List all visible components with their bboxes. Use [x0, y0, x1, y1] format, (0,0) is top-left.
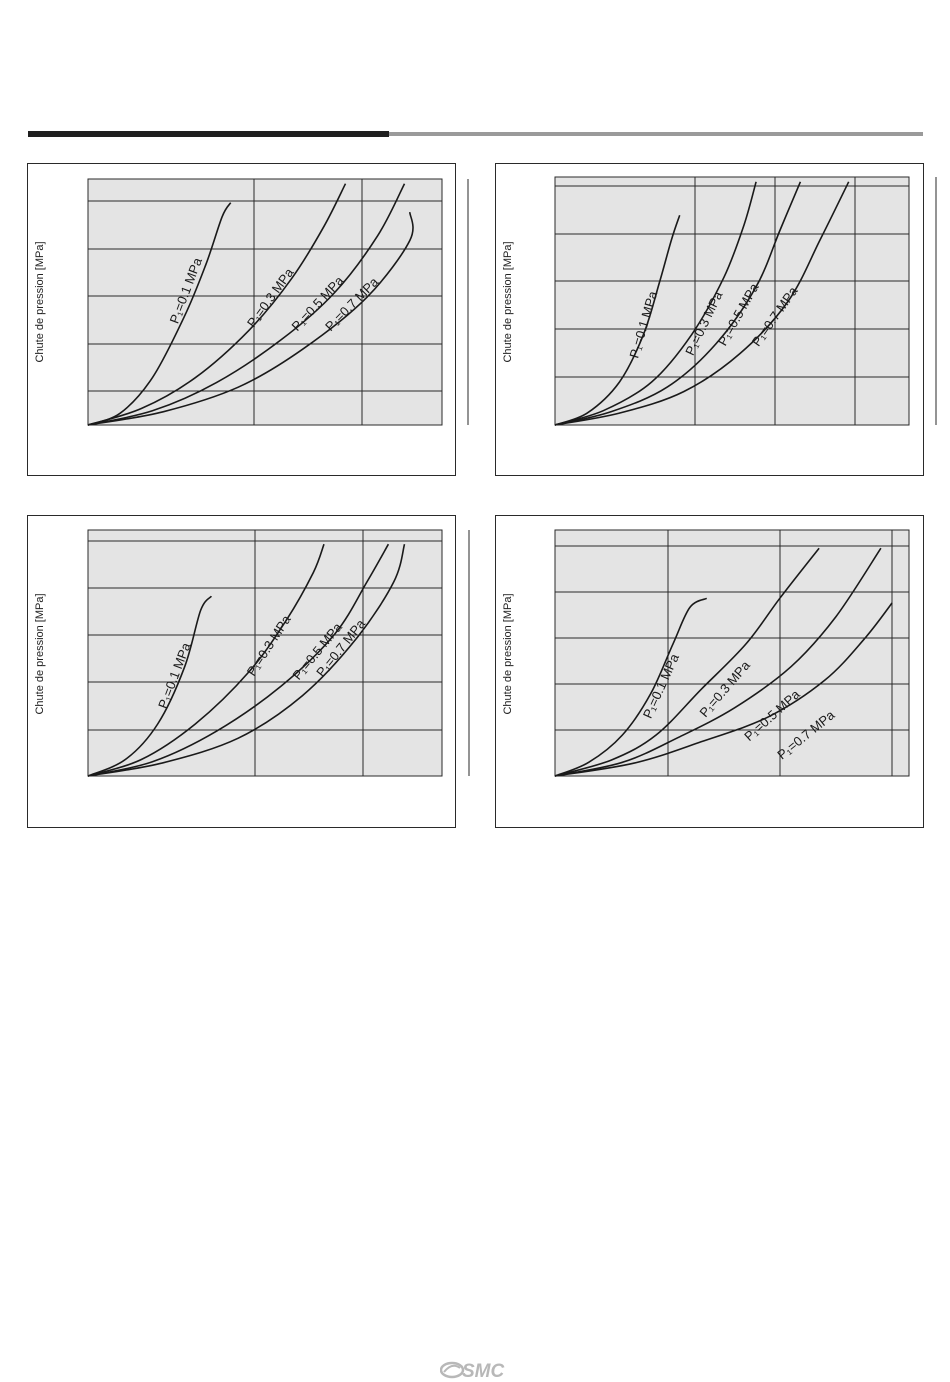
- chart-panel-4: Chute de pression [MPa] P₁=0.1 MPa P₁=0.3…: [495, 515, 924, 828]
- chart-1-series-3-line: [87, 183, 406, 426]
- chart-4-series-1-line: [554, 597, 708, 777]
- chart-1-plot-area: [87, 178, 443, 426]
- chart-2-ylabel: Chute de pression [MPa]: [502, 241, 514, 362]
- chart-4-series-4-line: [554, 602, 893, 777]
- chart-2-plot-area: [554, 176, 910, 426]
- chart-3: Chute de pression [MPa] P₁=0.1 MPa P₁=0.3…: [34, 529, 470, 777]
- chart-3-series-4-line: [87, 543, 406, 777]
- chart-1-series-1-line: [87, 202, 232, 426]
- smc-logo-text: SMC: [462, 1361, 505, 1382]
- chart-4-plot-area: [554, 529, 910, 777]
- chart-2-series-4-line: [554, 181, 850, 426]
- chart-2-series-3-line: [554, 181, 802, 426]
- chart-panel-2: Chute de pression [MPa] P₁=0.1 MPa P₁=0.3…: [495, 163, 937, 476]
- chart-3-series-2-line: [87, 543, 325, 777]
- chart-4-ylabel: Chute de pression [MPa]: [502, 593, 514, 714]
- chart-2: Chute de pression [MPa] P₁=0.1 MPa P₁=0.3…: [502, 176, 937, 426]
- chart-1-series-2-line: [87, 183, 347, 426]
- chart-2-series-1-line: [554, 214, 681, 426]
- header-rule-light: [389, 132, 923, 136]
- smc-logo: SMC: [440, 1361, 505, 1382]
- chart-3-plot-area: [87, 529, 443, 777]
- chart-3-ylabel: Chute de pression [MPa]: [34, 593, 46, 714]
- chart-2-series-2-line: [554, 181, 757, 426]
- chart-panel-1: Chute de pression [MPa] P₁=0.1 MPa P₁=0.3…: [27, 163, 469, 476]
- chart-3-series-3-line: [87, 543, 390, 777]
- header-rule-dark: [28, 131, 389, 137]
- chart-4-series-3-line: [554, 547, 882, 777]
- chart-1: Chute de pression [MPa] P₁=0.1 MPa P₁=0.3…: [34, 178, 469, 426]
- chart-4: Chute de pression [MPa] P₁=0.1 MPa P₁=0.3…: [502, 529, 910, 777]
- chart-panel-3: Chute de pression [MPa] P₁=0.1 MPa P₁=0.3…: [27, 515, 470, 828]
- chart-3-series-1-line: [87, 595, 213, 777]
- chart-1-series-4-line: [87, 211, 414, 426]
- chart-1-ylabel: Chute de pression [MPa]: [34, 241, 46, 362]
- smc-logo-mark: [440, 1361, 465, 1379]
- chart-4-series-2-line: [554, 547, 820, 777]
